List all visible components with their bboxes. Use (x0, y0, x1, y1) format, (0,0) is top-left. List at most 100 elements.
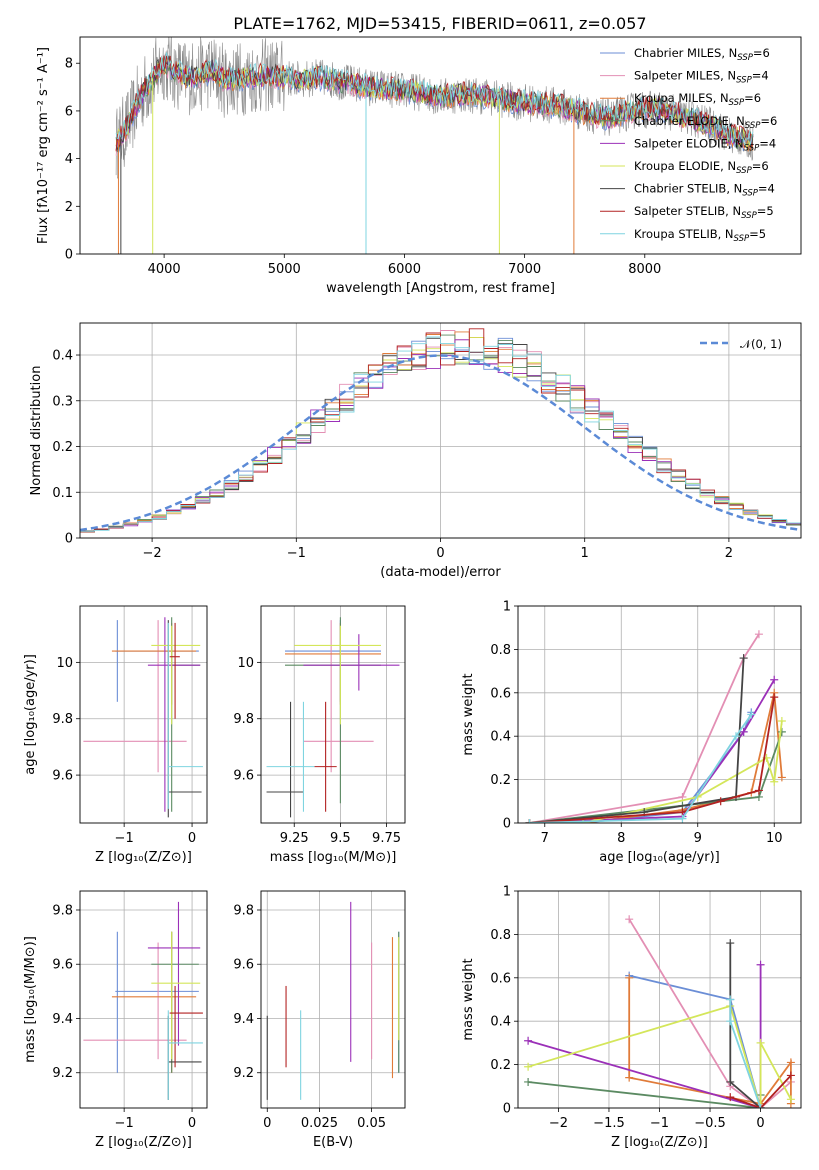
z-age-plot-area (83, 617, 203, 818)
residuals-ytick-label: 0 (65, 532, 73, 547)
z-weight-xtick-label: −1 (650, 1116, 669, 1131)
z-weight-marker (726, 939, 735, 948)
age-weight-marker (770, 693, 779, 702)
age-weight-series-line (529, 713, 753, 823)
z-weight-panel: −2 −1.5 −1 −0.5 0 0 0.2 0.4 0.6 0.8 1 Z [log₁₀(Z/Z⊙… (461, 885, 802, 1150)
age-weight-marker (579, 819, 588, 823)
ebv-mass-xtick-label: 0.05 (357, 1116, 386, 1131)
residuals-xtick-label: 0 (436, 546, 444, 561)
age-weight-xtick-label: 7 (541, 831, 549, 846)
z-weight-marker (786, 1095, 795, 1104)
ebv-mass-xtick-label: 0.025 (301, 1116, 338, 1131)
z-weight-marker (756, 1104, 765, 1108)
age-weight-frame (517, 605, 802, 824)
residuals-xtick-label: −1 (287, 546, 306, 561)
spectrum-frame (79, 36, 802, 255)
normal-legend-label: 𝒩(0, 1) (740, 337, 782, 351)
z-weight-ytick-label: 0.8 (490, 928, 511, 943)
z-age-ylabel: age [log₁₀(age/yr)] (23, 654, 38, 775)
z-weight-marker (726, 1077, 735, 1086)
z-weight-marker (726, 995, 735, 1004)
z-weight-marker (726, 1017, 735, 1026)
ebv-mass-ytick-label: 9.2 (233, 1066, 254, 1081)
age-weight-marker (754, 630, 763, 639)
age-weight-marker (777, 773, 786, 782)
z-mass-panel: −1 0 9.2 9.4 9.6 9.8 Z [log₁₀(Z/Z⊙)] mass [log₁… (23, 890, 208, 1150)
age-weight-xtick-label: 10 (766, 831, 783, 846)
z-age-xlabel: Z [log₁₀(Z/Z⊙)] (95, 850, 192, 865)
z-weight-xtick-label: −1.5 (593, 1116, 625, 1131)
ebv-mass-plot-area (266, 901, 400, 1100)
z-weight-marker (756, 960, 765, 969)
figure-title: PLATE=1762, MJD=53415, FIBERID=0611, z=0… (233, 14, 646, 33)
mass-age-plot-area (266, 617, 400, 818)
mass-age-xtick-label: 9.5 (330, 831, 351, 846)
age-weight-series-line (529, 679, 775, 823)
z-age-ytick-label: 9.6 (52, 769, 73, 784)
residuals-panel: −2 −1 0 1 2 0 0.1 0.2 0.3 0.4 (data-model)/error No… (29, 322, 802, 580)
age-weight-series-line (529, 720, 783, 823)
z-weight-marker (524, 1036, 533, 1045)
z-weight-marker (756, 1038, 765, 1047)
legend-entry: Chabrier MILES, NSSP=6 (634, 46, 770, 63)
spectrum-ytick-label: 2 (65, 200, 73, 215)
age-weight-marker (770, 675, 779, 684)
age-weight-panel: 7 8 9 10 0 0.2 0.4 0.6 0.8 1 age [log₁₀(age/yr)] ma… (461, 600, 802, 865)
residual-histogram (80, 336, 801, 532)
age-weight-plot-area (525, 630, 786, 823)
spectrum-xtick-label: 6000 (388, 262, 421, 277)
age-weight-marker (739, 654, 748, 663)
age-weight-marker (747, 710, 756, 719)
z-mass-ytick-label: 9.2 (52, 1066, 73, 1081)
residuals-ytick-label: 0.2 (52, 440, 73, 455)
z-weight-series-line (527, 1004, 792, 1108)
z-weight-ylabel: mass weight (461, 958, 476, 1040)
z-age-xtick-label: −1 (115, 831, 134, 846)
spectrum-xtick-label: 5000 (268, 262, 301, 277)
z-mass-xtick-label: 0 (188, 1116, 196, 1131)
age-weight-ytick-label: 0 (503, 817, 511, 832)
spectrum-xtick-label: 8000 (628, 262, 661, 277)
z-weight-marker (524, 1077, 533, 1086)
ebv-mass-frame (260, 890, 406, 1109)
z-mass-xlabel: Z [log₁₀(Z/Z⊙)] (95, 1135, 192, 1150)
residual-histogram (80, 328, 801, 533)
z-age-xtick-label: 0 (188, 831, 196, 846)
residuals-ylabel: Normed distribution (29, 366, 44, 496)
legend-entry: Chabrier ELODIE, NSSP=6 (634, 114, 777, 131)
ebv-mass-xlabel: E(B-V) (313, 1135, 353, 1150)
z-weight-ytick-label: 0.2 (490, 1058, 511, 1073)
z-mass-plot-area (83, 901, 203, 1100)
z-weight-series-line (527, 1081, 762, 1108)
residuals-xtick-label: 2 (725, 546, 733, 561)
spectrum-xtick-label: 4000 (148, 262, 181, 277)
age-weight-ytick-label: 0.8 (490, 643, 511, 658)
age-weight-series-line (529, 633, 760, 823)
age-weight-xlabel: age [log₁₀(age/yr)] (599, 850, 720, 865)
age-weight-ytick-label: 0.6 (490, 686, 511, 701)
residuals-ytick-label: 0.3 (52, 394, 73, 409)
mass-age-panel: 9.25 9.5 9.75 9.6 9.8 10 mass [log₁₀(M/M⊙)] (233, 605, 406, 865)
spectrum-ytick-label: 6 (65, 104, 73, 119)
residuals-xtick-label: −2 (143, 546, 162, 561)
age-weight-marker (678, 814, 687, 823)
spectrum-plot-area (115, 37, 754, 254)
z-weight-ytick-label: 0.6 (490, 971, 511, 986)
age-weight-marker (731, 732, 740, 741)
age-weight-marker (754, 786, 763, 795)
spectrum-ytick-label: 8 (65, 57, 73, 72)
z-age-frame (79, 605, 208, 824)
age-weight-marker (525, 819, 534, 823)
z-weight-xtick-label: −0.5 (694, 1116, 726, 1131)
mass-age-ytick-label: 9.6 (233, 769, 254, 784)
z-age-panel: −1 0 9.6 9.8 10 Z [log₁₀(Z/Z⊙)] age [log₁₀(age… (23, 605, 208, 865)
age-weight-ytick-label: 1 (503, 600, 511, 615)
z-weight-xtick-label: −2 (549, 1116, 568, 1131)
z-age-ytick-label: 10 (56, 656, 73, 671)
z-weight-series-line (628, 918, 792, 1108)
z-mass-ytick-label: 9.4 (52, 1012, 73, 1027)
age-weight-xtick-label: 8 (617, 831, 625, 846)
ebv-mass-ytick-label: 9.4 (233, 1012, 254, 1027)
z-weight-marker (625, 973, 634, 982)
z-mass-ytick-label: 9.8 (52, 903, 73, 918)
